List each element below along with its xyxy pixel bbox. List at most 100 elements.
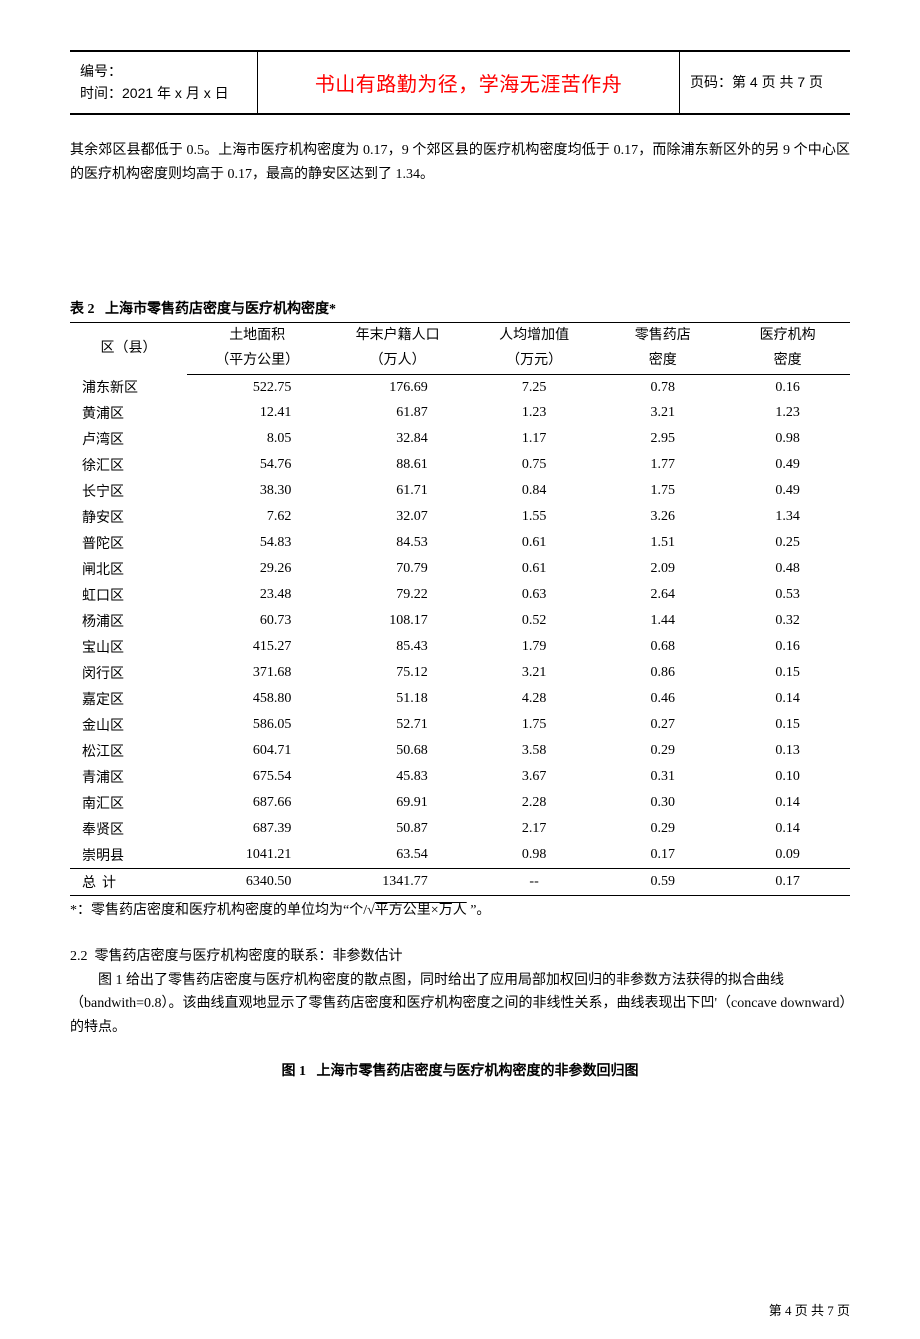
cell: 2.17	[468, 816, 601, 842]
page-footer: 第 4 页 共 7 页	[0, 1300, 920, 1319]
cell: 1.77	[600, 452, 725, 478]
table-row: 松江区604.7150.683.580.290.13	[70, 738, 850, 764]
cell: 0.15	[725, 660, 850, 686]
table-total-row: 总计6340.501341.77--0.590.17	[70, 869, 850, 896]
cell: 0.14	[725, 816, 850, 842]
cell: 0.29	[600, 816, 725, 842]
intro-text: 其余郊区县都低于 0.5。上海市医疗机构密度为 0.17，9 个郊区县的医疗机构…	[70, 139, 850, 188]
table-row: 卢湾区8.0532.841.172.950.98	[70, 426, 850, 452]
table-row: 黄浦区12.4161.871.233.211.23	[70, 400, 850, 426]
cell: 青浦区	[70, 764, 187, 790]
cell: 84.53	[327, 530, 467, 556]
cell: 29.26	[187, 556, 327, 582]
cell: 0.49	[725, 478, 850, 504]
section-body: 图 1 给出了零售药店密度与医疗机构密度的散点图，同时给出了应用局部加权回归的非…	[70, 969, 850, 1040]
cell: 0.59	[600, 869, 725, 896]
cell: 604.71	[187, 738, 327, 764]
cell: 松江区	[70, 738, 187, 764]
cell: 1.55	[468, 504, 601, 530]
time-label: 时间：	[80, 85, 122, 101]
cell: 32.84	[327, 426, 467, 452]
cell: 6340.50	[187, 869, 327, 896]
cell: 23.48	[187, 582, 327, 608]
cell: 闸北区	[70, 556, 187, 582]
cell: 60.73	[187, 608, 327, 634]
footnote-under: 平方公里×万人	[375, 903, 467, 918]
cell: 0.10	[725, 764, 850, 790]
cell: 51.18	[327, 686, 467, 712]
cell: 0.16	[725, 634, 850, 660]
cell: 宝山区	[70, 634, 187, 660]
cell: 奉贤区	[70, 816, 187, 842]
cell: 黄浦区	[70, 400, 187, 426]
cell: 61.71	[327, 478, 467, 504]
cell: 2.64	[600, 582, 725, 608]
cell: 50.68	[327, 738, 467, 764]
col-med-2: 密度	[725, 348, 850, 374]
table-row: 金山区586.0552.711.750.270.15	[70, 712, 850, 738]
cell: 浦东新区	[70, 374, 187, 400]
cell: 4.28	[468, 686, 601, 712]
cell: 687.39	[187, 816, 327, 842]
cell: 3.67	[468, 764, 601, 790]
cell: 75.12	[327, 660, 467, 686]
cell: 675.54	[187, 764, 327, 790]
header-pageinfo: 页码：第 4 页 共 7 页	[680, 52, 850, 113]
cell: 0.14	[725, 790, 850, 816]
cell: 54.83	[187, 530, 327, 556]
table-footnote: *：零售药店密度和医疗机构密度的单位均为“个/√平方公里×万人 ”。	[0, 896, 920, 922]
cell: 79.22	[327, 582, 467, 608]
cell: 85.43	[327, 634, 467, 660]
cell: 0.68	[600, 634, 725, 660]
serial-label: 编号：	[80, 63, 122, 79]
section-title: 零售药店密度与医疗机构密度的联系：非参数估计	[95, 949, 403, 964]
cell: 金山区	[70, 712, 187, 738]
footnote-suffix: ”。	[467, 903, 491, 918]
cell: 崇明县	[70, 842, 187, 869]
col-area-2: （平方公里）	[187, 348, 327, 374]
cell: 0.53	[725, 582, 850, 608]
table-caption: 表 2 上海市零售药店密度与医疗机构密度*	[0, 298, 920, 318]
cell: 1.23	[725, 400, 850, 426]
table-row: 嘉定区458.8051.184.280.460.14	[70, 686, 850, 712]
table-row: 闸北区29.2670.790.612.090.48	[70, 556, 850, 582]
col-area-1: 土地面积	[187, 322, 327, 348]
cell: 2.28	[468, 790, 601, 816]
cell: 45.83	[327, 764, 467, 790]
page-value: 第 4 页 共 7 页	[732, 72, 823, 92]
cell: 32.07	[327, 504, 467, 530]
table-row: 普陀区54.8384.530.611.510.25	[70, 530, 850, 556]
cell: 0.84	[468, 478, 601, 504]
table-row: 虹口区23.4879.220.632.640.53	[70, 582, 850, 608]
cell: 徐汇区	[70, 452, 187, 478]
density-table: 区（县） 土地面积 年末户籍人口 人均增加值 零售药店 医疗机构 （平方公里） …	[70, 322, 850, 897]
cell: 0.61	[468, 530, 601, 556]
cell: 7.25	[468, 374, 601, 400]
table-row: 浦东新区522.75176.697.250.780.16	[70, 374, 850, 400]
cell: 0.86	[600, 660, 725, 686]
cell: 0.61	[468, 556, 601, 582]
cell: --	[468, 869, 601, 896]
table-body: 浦东新区522.75176.697.250.780.16黄浦区12.4161.8…	[70, 374, 850, 896]
cell: 总计	[70, 869, 187, 896]
cell: 61.87	[327, 400, 467, 426]
table-row: 闵行区371.6875.123.210.860.15	[70, 660, 850, 686]
table-row: 徐汇区54.7688.610.751.770.49	[70, 452, 850, 478]
cell: 54.76	[187, 452, 327, 478]
cell: 0.75	[468, 452, 601, 478]
cell: 0.15	[725, 712, 850, 738]
cell: 1.75	[468, 712, 601, 738]
table-row: 奉贤区687.3950.872.170.290.14	[70, 816, 850, 842]
cell: 1.75	[600, 478, 725, 504]
cell: 0.25	[725, 530, 850, 556]
cell: 0.32	[725, 608, 850, 634]
col-pharm-2: 密度	[600, 348, 725, 374]
cell: 0.27	[600, 712, 725, 738]
cell: 0.48	[725, 556, 850, 582]
cell: 3.21	[600, 400, 725, 426]
section-2-2: 2.2 零售药店密度与医疗机构密度的联系：非参数估计 图 1 给出了零售药店密度…	[0, 945, 920, 1040]
time-value: 2021 年 x 月 x 日	[122, 85, 229, 101]
cell: 1.17	[468, 426, 601, 452]
col-med-1: 医疗机构	[725, 322, 850, 348]
cell: 0.98	[725, 426, 850, 452]
